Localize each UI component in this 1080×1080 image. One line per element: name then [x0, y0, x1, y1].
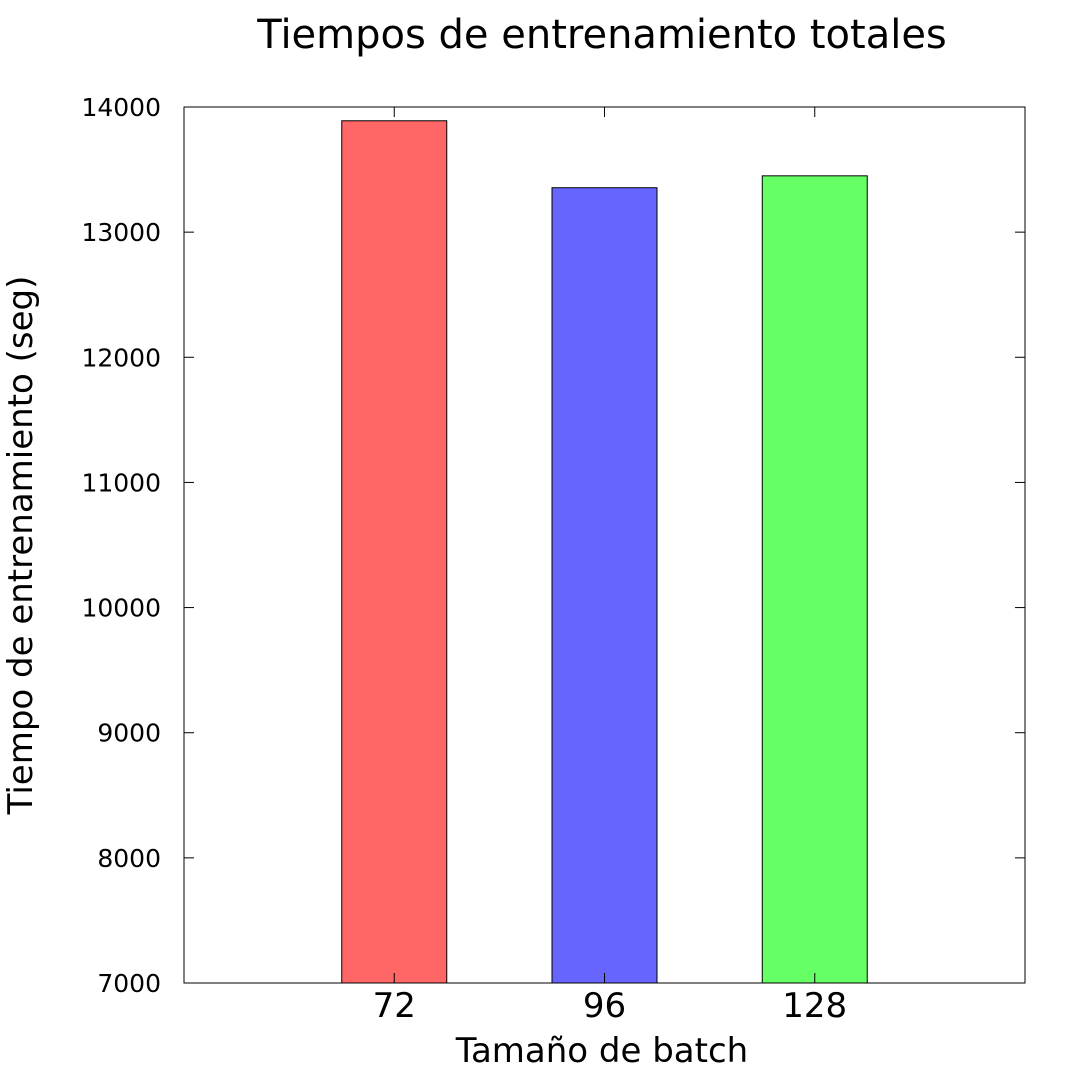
y-axis-label: Tiempo de entrenamiento (seg): [1, 276, 41, 816]
bar-128: [761, 175, 868, 984]
y-tick-label: 7000: [97, 969, 161, 998]
x-tick-label: 96: [583, 986, 626, 1026]
x-tick-label: 72: [373, 986, 416, 1026]
y-tick-label: 13000: [81, 218, 161, 247]
x-tick-label: 128: [782, 986, 847, 1026]
y-tick-label: 10000: [81, 594, 161, 623]
y-tick-label: 11000: [81, 468, 161, 497]
y-tick-label: 8000: [97, 844, 161, 873]
plot-frame: [183, 106, 1026, 984]
plot-area: 7000 8000 9000 10000 11000 12000 13000 14000 72 9…: [81, 93, 1025, 1026]
bar-96: [551, 187, 658, 984]
y-tick-label: 14000: [81, 93, 161, 122]
bar-72: [341, 120, 448, 984]
y-tick-label: 12000: [81, 343, 161, 372]
y-tick-label: 9000: [97, 719, 161, 748]
chart-title: Tiempos de entrenamiento totales: [256, 12, 947, 58]
x-axis-label: Tamaño de batch: [455, 1031, 748, 1071]
